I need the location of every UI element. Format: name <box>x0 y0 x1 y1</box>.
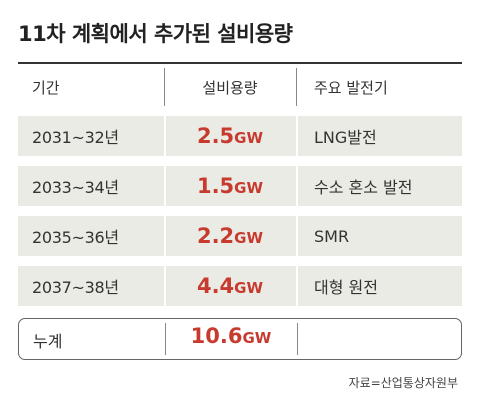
row-period: 2031~32년 <box>32 128 119 147</box>
row-generator: SMR <box>314 226 350 246</box>
row-generator: 수소 혼소 발전 <box>314 178 413 197</box>
total-divider-2 <box>297 323 298 355</box>
header-divider-1 <box>164 68 165 106</box>
row-capacity: 2.5GW <box>166 124 294 148</box>
total-unit: GW <box>242 329 272 347</box>
cell-divider <box>296 116 298 156</box>
total-divider-1 <box>165 323 166 355</box>
header-divider-2 <box>296 68 297 106</box>
capacity-unit: GW <box>234 129 264 147</box>
source-note: 자료=산업통상자원부 <box>348 376 458 390</box>
header-capacity: 설비용량 <box>202 78 258 97</box>
table-row: 2031~32년 2.5GW LNG발전 <box>18 116 462 156</box>
row-capacity: 2.2GW <box>166 224 294 248</box>
row-capacity: 1.5GW <box>166 174 294 198</box>
header-period: 기간 <box>32 78 60 97</box>
cell-divider <box>164 166 166 206</box>
cell-divider <box>296 216 298 256</box>
capacity-value: 2.2 <box>196 224 235 248</box>
table-row: 2037~38년 4.4GW 대형 원전 <box>18 266 462 306</box>
total-capacity: 10.6GW <box>167 324 295 348</box>
capacity-value: 2.5 <box>196 124 235 148</box>
capacity-unit: GW <box>234 229 264 247</box>
row-period: 2037~38년 <box>32 278 119 297</box>
cell-divider <box>296 266 298 306</box>
table-row: 2033~34년 1.5GW 수소 혼소 발전 <box>18 166 462 206</box>
table-header: 기간 설비용량 주요 발전기 <box>18 64 462 110</box>
page-title: 11차 계획에서 추가된 설비용량 <box>18 22 293 46</box>
row-period: 2035~36년 <box>32 228 119 247</box>
capacity-unit: GW <box>234 279 264 297</box>
total-row: 누계 10.6GW <box>18 318 462 360</box>
title-divider <box>18 62 462 64</box>
total-value: 10.6 <box>190 324 243 348</box>
row-generator: LNG발전 <box>314 128 377 147</box>
cell-divider <box>164 216 166 256</box>
capacity-value: 1.5 <box>196 174 235 198</box>
capacity-unit: GW <box>234 179 264 197</box>
header-generator: 주요 발전기 <box>314 78 388 97</box>
capacity-value: 4.4 <box>196 274 235 298</box>
row-generator: 대형 원전 <box>314 278 378 297</box>
row-capacity: 4.4GW <box>166 274 294 298</box>
total-label: 누계 <box>33 332 63 351</box>
cell-divider <box>164 116 166 156</box>
row-period: 2033~34년 <box>32 178 119 197</box>
cell-divider <box>296 166 298 206</box>
cell-divider <box>164 266 166 306</box>
table-row: 2035~36년 2.2GW SMR <box>18 216 462 256</box>
